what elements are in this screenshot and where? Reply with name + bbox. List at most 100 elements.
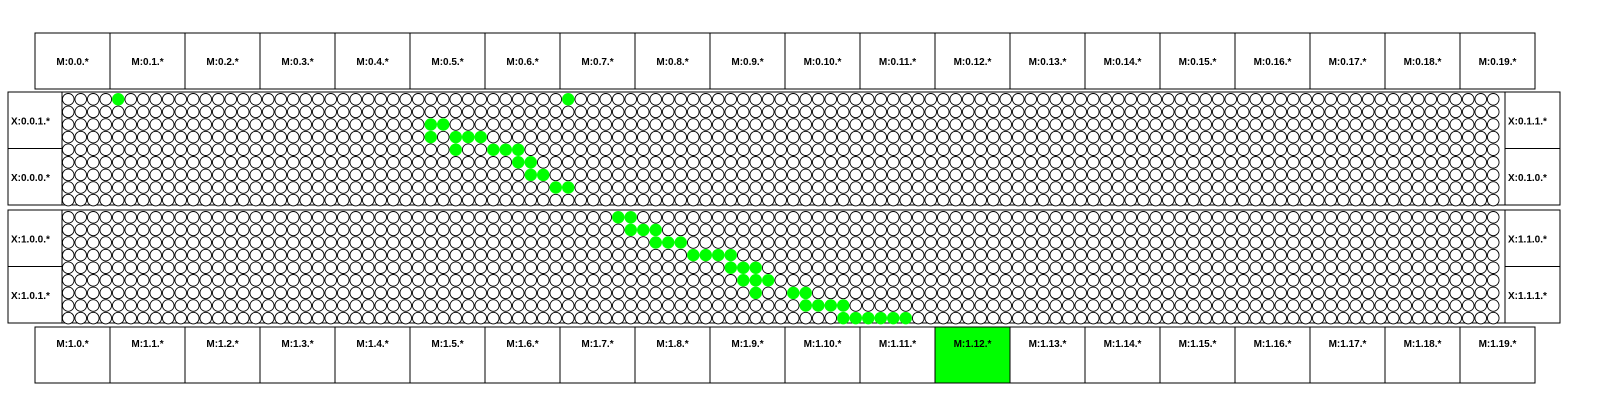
grid-cell [1374,93,1387,106]
active-cell [449,130,463,144]
grid-cell [174,130,187,144]
top-column-label: M:0.6.* [484,32,561,90]
grid-cell [62,236,75,249]
grid-cell [1299,130,1312,144]
grid-cell [1124,223,1137,237]
grid-cell [86,193,100,207]
grid-cell [624,130,638,144]
grid-cell [1436,105,1450,119]
grid-cell [1386,311,1400,325]
grid-cell [1061,143,1075,156]
grid-cell [649,274,663,287]
grid-cell [962,286,975,300]
grid-cell [1161,311,1175,325]
grid-cell [562,130,575,144]
grid-blocks: X:0.0.1.*X:0.0.0.*X:0.1.1.*X:0.1.0.*X:1.… [7,91,1561,325]
grid-cell [136,248,150,262]
grid-cell [537,311,550,325]
grid-cell [1286,118,1300,131]
grid-cell [799,274,813,287]
grid-cell [537,236,550,249]
grid-cell [1261,211,1275,224]
grid-cell [762,211,775,224]
grid-cell [1149,193,1162,207]
column-label-text: M:0.10.* [804,57,842,68]
grid-cell [624,181,638,194]
grid-cell [211,236,225,249]
grid-cell [687,311,700,325]
grid-cell [449,261,463,274]
grid-cell [749,118,763,131]
grid-cell [74,130,87,144]
grid-cell [161,168,175,182]
grid-cell [299,130,313,144]
grid-cell [974,274,988,287]
grid-cell [712,261,725,274]
grid-cell [612,223,625,237]
grid-cell [487,261,500,274]
top-column-label: M:0.15.* [1159,32,1236,90]
grid-cell [849,130,863,144]
grid-cell [424,93,438,106]
grid-cell [487,274,500,287]
grid-cell [1074,181,1087,194]
grid-cell [1149,143,1162,156]
grid-cell [937,193,950,207]
grid-cell [1374,105,1387,119]
grid-cell [362,181,375,194]
grid-cell [537,248,550,262]
grid-cell [549,274,563,287]
grid-cell [424,236,438,249]
grid-cell [974,286,988,300]
grid-cell [1224,193,1237,207]
grid-cell [324,236,338,249]
grid-cell [1349,286,1362,300]
grid-cell [949,93,963,106]
grid-cell [462,193,475,207]
grid-cell [437,274,450,287]
grid-cell [837,211,850,224]
grid-cell [562,105,575,119]
grid-cell [1049,261,1062,274]
grid-cell [962,193,975,207]
grid-cell [312,299,325,312]
grid-cell [287,236,300,249]
grid-cell [724,93,738,106]
grid-cell [62,274,75,287]
grid-cell [762,223,775,237]
grid-cell [1336,211,1350,224]
grid-cell [1024,299,1037,312]
grid-cell [562,143,575,156]
grid-cell [387,286,400,300]
grid-cell [1136,168,1150,182]
grid-cell [1411,261,1425,274]
grid-cell [1349,311,1362,325]
grid-cell [287,105,300,119]
grid-cell [937,118,950,131]
grid-cell [537,286,550,300]
grid-cell [624,261,638,274]
grid-cell [999,181,1013,194]
grid-cell [1274,156,1287,169]
top-column-label: M:0.5.* [409,32,486,90]
grid-cell [1324,168,1337,182]
grid-cell [186,274,200,287]
grid-cell [1224,156,1237,169]
column-label-text: M:0.19.* [1479,57,1517,68]
grid-cell [1449,168,1462,182]
grid-cell [899,130,913,144]
grid-cell [1061,118,1075,131]
grid-cell [224,223,237,237]
grid-cell [899,211,913,224]
grid-cell [1349,211,1362,224]
grid-cell [1074,143,1087,156]
grid-cell [1324,105,1337,119]
grid-cell [1124,286,1137,300]
grid-cell [949,299,963,312]
grid-cell [774,181,788,194]
grid-cell [462,211,475,224]
grid-cell [849,261,863,274]
grid-cell [1211,156,1225,169]
grid-cell [362,193,375,207]
grid-cell [1336,286,1350,300]
